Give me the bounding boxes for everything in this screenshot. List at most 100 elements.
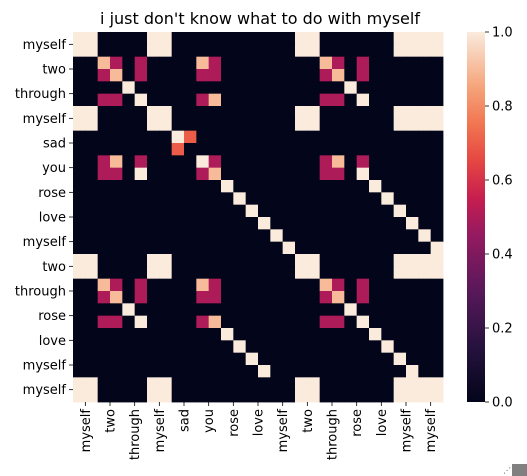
heatmap-cell — [171, 291, 185, 304]
heatmap-cell — [196, 44, 210, 58]
heatmap-cell — [406, 32, 419, 45]
heatmap-cell — [122, 167, 136, 181]
heatmap-cell — [184, 254, 197, 267]
heatmap-cell — [295, 106, 308, 119]
heatmap-cell — [196, 93, 210, 107]
heatmap-cell — [159, 106, 173, 119]
heatmap-cell — [369, 167, 382, 181]
y-tick-label: through — [15, 285, 66, 300]
heatmap-cell — [85, 192, 99, 206]
heatmap-cell — [122, 217, 136, 230]
heatmap-cell — [110, 167, 123, 181]
heatmap-cell — [393, 266, 407, 280]
heatmap-cell — [356, 340, 370, 354]
heatmap-cell — [418, 81, 432, 95]
heatmap-cell — [73, 328, 86, 341]
heatmap-cell — [97, 180, 111, 193]
heatmap-cell — [270, 106, 284, 119]
heatmap-cell — [418, 291, 432, 304]
heatmap-cell — [307, 291, 321, 304]
heatmap-cell — [344, 365, 358, 378]
heatmap-cell — [319, 69, 333, 82]
heatmap-cell — [147, 241, 160, 255]
heatmap-cell — [122, 118, 136, 132]
heatmap-cell — [369, 93, 382, 107]
heatmap-cell — [381, 389, 395, 403]
heatmap-cell — [110, 278, 123, 292]
heatmap-cell — [245, 69, 259, 82]
y-tick-label: through — [15, 87, 66, 102]
heatmap-cell — [73, 130, 86, 144]
heatmap-cell — [184, 241, 197, 255]
heatmap-cell — [369, 106, 382, 119]
heatmap-cell — [406, 229, 419, 243]
heatmap-cell — [381, 340, 395, 354]
heatmap-cell — [418, 167, 432, 181]
heatmap-cell — [122, 303, 136, 317]
heatmap-cell — [171, 377, 185, 391]
heatmap-cell — [171, 266, 185, 280]
heatmap-cell — [332, 229, 345, 243]
heatmap-cell — [159, 266, 173, 280]
heatmap-cell — [184, 217, 197, 230]
heatmap-cell — [295, 389, 308, 403]
heatmap-cell — [159, 167, 173, 181]
x-tick-label: through — [326, 409, 341, 460]
heatmap-cell — [85, 180, 99, 193]
heatmap-cell — [282, 93, 296, 107]
y-axis-ticks: myself two through myself sad you rose love myse… — [15, 38, 73, 398]
heatmap-cell — [369, 315, 382, 329]
y-tick-label: sad — [43, 137, 66, 152]
heatmap-cell — [134, 167, 148, 181]
heatmap-cell — [258, 106, 271, 119]
y-tick-label: rose — [38, 186, 66, 201]
heatmap-cell — [369, 217, 382, 230]
heatmap-cell — [171, 365, 185, 378]
heatmap-cell — [159, 365, 173, 378]
heatmap-cell — [307, 143, 321, 156]
heatmap-cell — [85, 229, 99, 243]
heatmap-cell — [147, 340, 160, 354]
heatmap-cell — [221, 44, 234, 58]
heatmap-cell — [221, 377, 234, 391]
heatmap-cell — [134, 155, 148, 169]
heatmap-cell — [356, 389, 370, 403]
heatmap-cell — [245, 229, 259, 243]
heatmap-cell — [307, 32, 321, 45]
heatmap-cell — [184, 328, 197, 341]
heatmap-cell — [418, 254, 432, 267]
heatmap-cell — [393, 106, 407, 119]
heatmap-cell — [208, 266, 222, 280]
heatmap-cell — [356, 93, 370, 107]
heatmap-cell — [110, 217, 123, 230]
heatmap-cell — [418, 340, 432, 354]
heatmap-cell — [134, 56, 148, 70]
heatmap-cell — [245, 303, 259, 317]
resize-grip[interactable] — [512, 464, 527, 476]
heatmap-cell — [393, 81, 407, 95]
heatmap-cell — [134, 266, 148, 280]
heatmap-cell — [369, 44, 382, 58]
heatmap-cell — [184, 192, 197, 206]
heatmap-cell — [270, 180, 284, 193]
heatmap-cell — [134, 377, 148, 391]
heatmap-cell — [85, 254, 99, 267]
heatmap-cell — [85, 155, 99, 169]
heatmap-cell — [258, 229, 271, 243]
heatmap-cell — [369, 81, 382, 95]
heatmap-cell — [73, 291, 86, 304]
heatmap-cell — [73, 303, 86, 317]
heatmap-cell — [110, 352, 123, 366]
heatmap-cell — [282, 180, 296, 193]
heatmap-cell — [85, 340, 99, 354]
heatmap-cell — [270, 56, 284, 70]
heatmap-cell — [208, 303, 222, 317]
heatmap-cell — [184, 291, 197, 304]
heatmap-cell — [381, 315, 395, 329]
heatmap-cell — [282, 241, 296, 255]
heatmap-cell — [171, 352, 185, 366]
heatmap-cell — [221, 192, 234, 206]
heatmap-cell — [319, 328, 333, 341]
heatmap-cell — [332, 340, 345, 354]
heatmap-cell — [73, 229, 86, 243]
